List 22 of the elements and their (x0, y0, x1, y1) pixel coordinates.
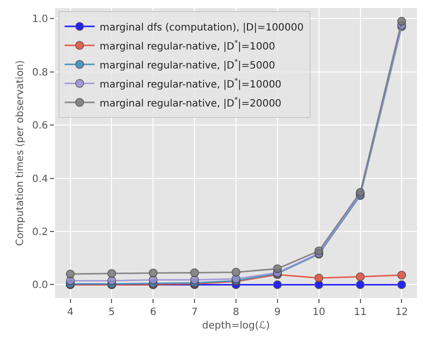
x-tick-label: 10 (312, 307, 326, 318)
x-axis-title: depth=log(ℒ) (202, 320, 270, 332)
x-tick-label: 11 (354, 307, 367, 318)
x-tick-label: 7 (191, 307, 198, 318)
x-tick-label: 4 (67, 307, 74, 318)
y-tick-label: 0.2 (32, 226, 48, 238)
legend-label: marginal regular-native, |D$^{*}$|=5000 (100, 58, 276, 72)
legend-label: marginal regular-native, |D$^{*}$|=10000 (100, 77, 282, 90)
x-tick-label: 5 (108, 307, 115, 318)
x-tick-label: 6 (150, 307, 156, 318)
y-tick-label: 0.4 (32, 174, 48, 185)
legend-label: marginal dfs (computation), |D|=100000 (100, 22, 304, 34)
legend-label: marginal regular-native, |D$^{*}$|=1000 (100, 39, 276, 52)
y-tick-label: 0.8 (32, 67, 48, 78)
y-tick-label: 1.0 (32, 14, 48, 26)
x-tick-label: 9 (274, 307, 281, 318)
legend-label: marginal regular-native, |D$^{*}$|=20000 (100, 96, 282, 110)
x-tick-label: 12 (395, 307, 408, 318)
y-tick-label: 0.6 (32, 120, 48, 132)
y-tick-label: 0.0 (32, 280, 48, 292)
x-tick-label: 8 (232, 307, 240, 318)
y-axis-title: Computation times (per observation) (15, 60, 26, 246)
